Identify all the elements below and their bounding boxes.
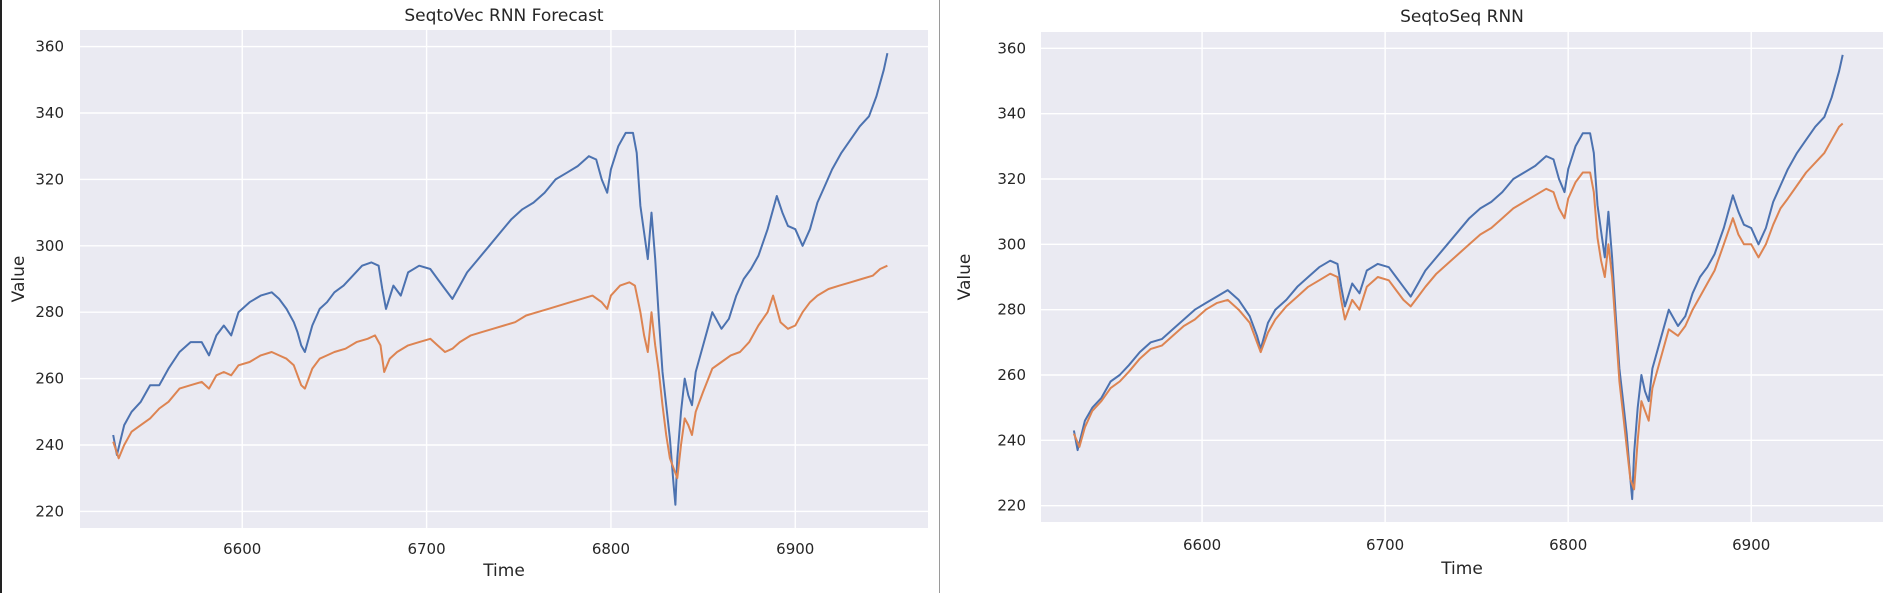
window-edge [0,0,2,593]
y-tick-label: 220 [35,502,64,520]
x-tick-label: 6800 [1549,536,1587,554]
y-tick-label: 360 [997,39,1026,57]
y-tick-label: 300 [35,237,64,255]
y-tick-label: 240 [997,431,1026,449]
chart-title: SeqtoSeq RNN [1400,7,1524,27]
x-tick-label: 6600 [223,540,261,558]
series-line-forecast [1072,122,1844,491]
x-axis-label: Time [1440,559,1483,579]
y-axis-label: Value [9,256,29,303]
y-tick-label: 280 [997,301,1026,319]
x-tick-label: 6900 [776,540,814,558]
x-tick-label: 6600 [1183,536,1221,554]
y-tick-label: 340 [35,104,64,122]
y-tick-label: 320 [997,170,1026,188]
x-axis-label: Time [482,561,525,581]
series-line-actual [1072,54,1844,501]
series-line-forecast [112,264,888,480]
y-tick-label: 340 [997,105,1026,123]
y-tick-label: 300 [997,235,1026,253]
x-tick-label: 6900 [1732,536,1770,554]
chart-title: SeqtoVec RNN Forecast [404,6,604,26]
y-tick-label: 360 [35,38,64,56]
x-tick-label: 6800 [592,540,630,558]
y-tick-label: 220 [997,497,1026,515]
chart-panel-seqtoseq: 220 240 260 280 300 320 340 360 6600 6700 6800 6900… [940,0,1895,593]
x-tick-label: 6700 [1366,536,1404,554]
y-tick-label: 280 [35,303,64,321]
chart-panel-seqtovec: 220 240 260 280 300 320 340 360 6600 6700 6800 6900… [0,0,940,593]
chart-seqtovec: 220 240 260 280 300 320 340 360 6600 6700 6800 6900… [9,6,928,581]
series-line-actual [112,52,889,506]
chart-seqtoseq: 220 240 260 280 300 320 340 360 6600 6700 6800 6900… [955,7,1883,579]
y-tick-label: 240 [35,436,64,454]
plot-area [1041,32,1883,522]
y-tick-label: 260 [35,370,64,388]
y-axis-label: Value [955,254,975,301]
y-tick-label: 320 [35,170,64,188]
y-tick-label: 260 [997,366,1026,384]
x-tick-label: 6700 [407,540,445,558]
panel-divider [939,0,940,593]
plot-area [80,30,928,528]
